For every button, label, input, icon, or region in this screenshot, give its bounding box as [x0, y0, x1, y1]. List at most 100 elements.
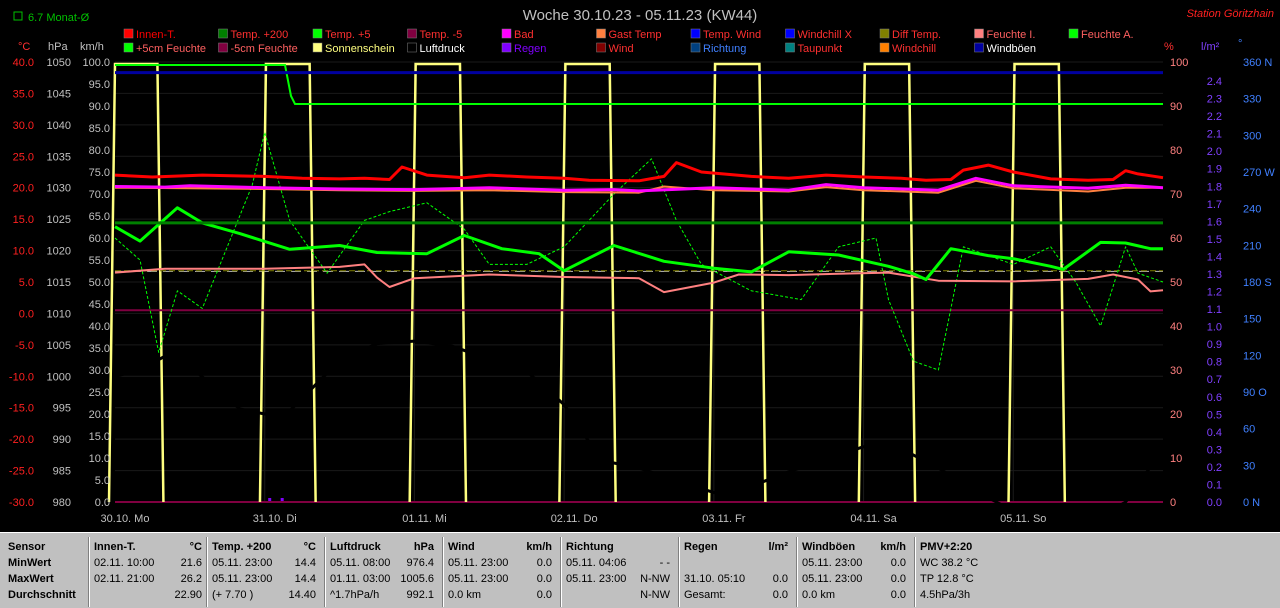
stats-value: 0.0	[536, 589, 552, 601]
stats-row: Gesamt: 0.0	[684, 587, 788, 603]
legend-label: -5cm Feuchte	[231, 43, 298, 55]
stats-row	[684, 555, 788, 571]
pressure-axis-tick: 1015	[47, 277, 71, 289]
stats-column-temp200: Temp. +200 °C 05.11. 23:00 14.4 05.11. 23:00…	[212, 539, 316, 607]
stats-value: 976.4	[406, 557, 434, 569]
stats-value: 14.40	[288, 589, 316, 601]
rain-marker	[268, 498, 272, 501]
percent-axis-tick: 20	[1170, 409, 1182, 421]
direction-axis-tick: 180 S	[1243, 277, 1272, 289]
legend-label: Bad	[514, 29, 534, 41]
rain-axis-tick: 2.4	[1207, 76, 1222, 88]
stats-row: 05.11. 23:00 N-NW	[566, 571, 670, 587]
stats-time: 31.10. 05:10	[684, 573, 746, 585]
day-label: 01.11. Mi	[402, 513, 446, 525]
legend-swatch	[501, 42, 512, 53]
stats-row: 05.11. 23:00 0.0	[448, 555, 552, 571]
temp-unit: °C	[18, 41, 30, 53]
stats-unit: hPa	[413, 541, 434, 553]
stats-value: 0.0	[772, 589, 788, 601]
stats-time: 05.11. 23:00	[212, 573, 273, 585]
stats-value: N-NW	[640, 589, 670, 601]
stats-value: 0.0	[536, 573, 552, 585]
stats-time: Gesamt:	[684, 589, 726, 601]
stats-value: 0.0	[536, 557, 552, 569]
stats-row: 4.5hPa/3h	[920, 587, 1030, 603]
stats-unit: °C	[189, 541, 202, 553]
stats-time: TP 12.8 °C	[920, 573, 974, 585]
direction-axis-tick: 30	[1243, 460, 1255, 472]
stats-value: 21.6	[180, 557, 202, 569]
rain-axis-tick: 1.9	[1207, 164, 1222, 176]
plot-area	[107, 61, 1165, 532]
rain-axis-tick: 0.3	[1207, 444, 1222, 456]
column-separator	[560, 537, 562, 607]
pressure-axis-tick: 1030	[47, 183, 71, 195]
rain-axis-tick: 1.0	[1207, 322, 1222, 334]
day-label: 05.11. So	[1000, 513, 1046, 525]
temp-axis-tick: 35.0	[13, 88, 34, 100]
wind-axis-tick: 80.0	[89, 145, 110, 157]
stats-header: Innen-T.	[94, 541, 136, 553]
stats-row: 05.11. 23:00 0.0	[802, 555, 906, 571]
legend-swatch	[218, 28, 228, 39]
stats-row: (+ 7.70 ) 14.40	[212, 587, 316, 603]
legend-label: Sonnenschein	[325, 43, 395, 55]
legend-swatch	[690, 28, 701, 39]
temp-axis-tick: 30.0	[13, 120, 34, 132]
rain-axis-tick: 2.0	[1207, 146, 1222, 158]
stats-row: 31.10. 05:10 0.0	[684, 571, 788, 587]
stats-value: - -	[659, 557, 670, 569]
stats-value: 22.90	[174, 589, 202, 601]
wind-unit: km/h	[80, 41, 104, 53]
wind-axis-tick: 60.0	[89, 233, 110, 245]
percent-axis-tick: 10	[1170, 453, 1182, 465]
legend-label: Regen	[514, 43, 546, 55]
legend-label: Innen-T.	[136, 29, 176, 41]
legend-swatch	[785, 28, 795, 39]
stats-row: 22.90	[94, 587, 202, 603]
stats-row: 01.11. 03:00 1005.6	[330, 571, 434, 587]
rain-axis-tick: 1.7	[1207, 199, 1222, 211]
stats-value: 1005.6	[400, 573, 434, 585]
wind-axis-tick: 5.0	[95, 475, 110, 487]
legend-swatch	[879, 28, 890, 39]
chart-title: Woche 30.10.23 - 05.11.23 (KW44)	[523, 7, 758, 24]
stats-value: N-NW	[640, 573, 670, 585]
stats-row: 0.0 km 0.0	[802, 587, 906, 603]
stats-row: 05.11. 23:00 0.0	[802, 571, 906, 587]
stats-row: 05.11. 23:00 0.0	[448, 571, 552, 587]
direction-axis-tick: 360 N	[1243, 57, 1272, 69]
pressure-axis-tick: 1000	[47, 371, 71, 383]
series-feuchte-i	[114, 263, 1164, 294]
direction-axis-tick: 90 O	[1243, 387, 1267, 399]
wind-axis-tick: 70.0	[89, 189, 110, 201]
stats-row: TP 12.8 °C	[920, 571, 1030, 587]
percent-axis-tick: 60	[1170, 233, 1182, 245]
statistics-panel: Sensor MinWert MaxWert Durchschnitt Innen-T.…	[0, 532, 1280, 608]
legend-swatch	[974, 42, 984, 53]
wind-axis-tick: 20.0	[89, 409, 110, 421]
legend-swatch	[407, 42, 417, 53]
legend-label: Temp. -5	[420, 29, 463, 41]
temp-axis-tick: -10.0	[9, 371, 34, 383]
rain-axis-tick: 0.5	[1207, 409, 1222, 421]
series-plus5cm-feuchte	[115, 64, 1163, 105]
chart-canvas: Woche 30.10.23 - 05.11.23 (KW44) Station …	[8, 7, 1276, 532]
stats-value: 0.0	[772, 573, 788, 585]
stats-time: (+ 7.70 )	[212, 589, 254, 601]
legend-label: Windböen	[987, 43, 1037, 55]
stats-time: 05.11. 23:00	[802, 557, 863, 569]
stats-column-innen: Innen-T. °C 02.11. 10:00 21.6 02.11. 21:00 26…	[94, 539, 202, 607]
stats-header: Luftdruck	[330, 541, 381, 553]
column-separator	[678, 537, 680, 607]
direction-axis-tick: 270 W	[1243, 167, 1275, 179]
pressure-unit: hPa	[48, 41, 68, 53]
wind-axis-tick: 95.0	[89, 79, 110, 91]
stats-header: Windböen	[802, 541, 856, 553]
rain-axis-tick: 1.3	[1207, 269, 1222, 281]
rain-axis-tick: 1.6	[1207, 216, 1222, 228]
day-label: 02.11. Do	[551, 513, 598, 525]
legend-label: Windchill X	[798, 29, 853, 41]
pressure-axis-tick: 980	[53, 497, 71, 509]
